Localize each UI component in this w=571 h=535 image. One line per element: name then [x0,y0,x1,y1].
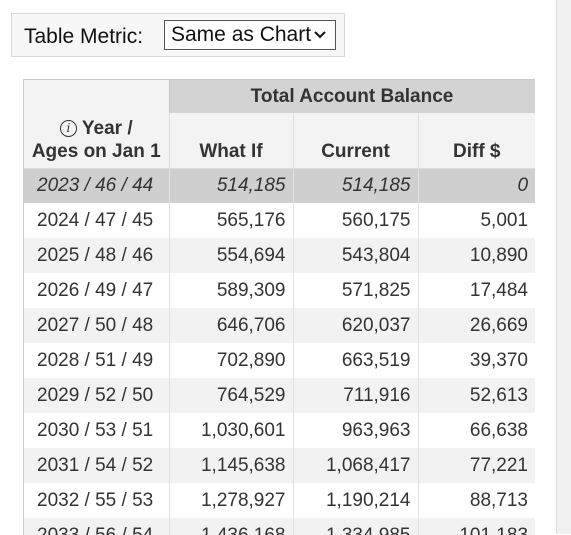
table-row: 2029 / 52 / 50 764,529 711,916 52,613 [24,378,535,413]
what-if-cell: 1,278,927 [168,483,293,518]
diff-cell: 5,001 [417,203,535,238]
diff-cell: 10,890 [417,238,535,273]
table-row: 2028 / 51 / 49 702,890 663,519 39,370 [24,343,535,378]
what-if-cell: 589,309 [168,273,293,308]
diff-cell: 26,669 [417,308,535,343]
table-row: 2025 / 48 / 46 554,694 543,804 10,890 [24,238,535,273]
current-cell: 571,825 [292,273,418,308]
table-row: 2026 / 49 / 47 589,309 571,825 17,484 [24,273,535,308]
balance-table-container[interactable]: i Year / Ages on Jan 1 Total Account Bala… [23,79,535,535]
table-row: 2031 / 54 / 52 1,145,638 1,068,417 77,221 [24,448,535,483]
year-cell: 2024 / 47 / 45 [37,209,154,231]
year-cell: 2027 / 50 / 48 [24,308,169,343]
diff-cell: 77,221 [417,448,535,483]
table-row: 2033 / 56 / 54 1,436,168 1,334,985 101,183 [24,518,535,535]
table-row: 2032 / 55 / 53 1,278,927 1,190,214 88,713 [24,483,535,518]
year-cell: 2029 / 52 / 50 [24,378,169,413]
year-cell: 2028 / 51 / 49 [37,349,154,371]
year-header-line1: Year / [81,117,133,139]
diff-header[interactable]: Diff $ [417,113,535,169]
what-if-header[interactable]: What If [168,113,293,169]
year-cell: 2030 / 53 / 51 [37,419,154,441]
year-cell: 2025 / 48 / 46 [24,238,169,273]
what-if-cell: 1,030,601 [168,413,293,448]
year-cell: 2033 / 56 / 54 [24,518,169,535]
current-cell: 514,185 [292,168,418,203]
scrollbar-track[interactable] [556,0,571,534]
table-row: 2023 / 46 / 44 514,185 514,185 0 [24,168,535,203]
diff-cell: 39,370 [417,343,535,378]
year-ages-header[interactable]: i Year / Ages on Jan 1 [24,80,169,169]
what-if-cell: 514,185 [168,168,293,203]
what-if-cell: 1,145,638 [168,448,293,483]
year-cell: 2026 / 49 / 47 [37,279,154,301]
table-row: 2027 / 50 / 48 646,706 620,037 26,669 [24,308,535,343]
what-if-cell: 554,694 [168,238,293,273]
year-cell: 2032 / 55 / 53 [37,489,154,511]
diff-cell: 52,613 [417,378,535,413]
current-cell: 1,068,417 [292,448,418,483]
year-cell: 2023 / 46 / 44 [24,168,169,203]
current-cell: 1,334,985 [292,518,418,535]
year-cell: 2031 / 54 / 52 [24,448,169,483]
table-row: 2024 / 47 / 45 565,176 560,175 5,001 [24,203,535,238]
current-cell: 620,037 [292,308,418,343]
diff-cell: 66,638 [417,413,535,448]
diff-cell: 0 [417,168,535,203]
info-icon[interactable]: i [59,119,77,137]
year-header-line2: Ages on Jan 1 [31,140,161,162]
current-header[interactable]: Current [292,113,418,169]
current-cell: 963,963 [292,413,418,448]
current-cell: 711,916 [292,378,418,413]
total-account-balance-header: Total Account Balance [168,80,535,113]
what-if-cell: 764,529 [168,378,293,413]
chevron-down-icon [313,21,327,59]
what-if-cell: 565,176 [168,203,293,238]
table-metric-selected-value: Same as Chart [171,23,312,46]
what-if-cell: 702,890 [168,343,293,378]
diff-cell: 88,713 [417,483,535,518]
table-metric-control: Table Metric: Same as Chart [11,13,345,57]
current-cell: 1,190,214 [292,483,418,518]
current-cell: 543,804 [292,238,418,273]
diff-cell: 101,183 [417,518,535,535]
balance-table: i Year / Ages on Jan 1 Total Account Bala… [24,80,535,535]
current-cell: 560,175 [292,203,418,238]
table-metric-select[interactable]: Same as Chart [164,20,336,50]
what-if-cell: 646,706 [168,308,293,343]
table-metric-label: Table Metric: [24,25,144,48]
diff-cell: 17,484 [417,273,535,308]
table-row: 2030 / 53 / 51 1,030,601 963,963 66,638 [24,413,535,448]
what-if-cell: 1,436,168 [168,518,293,535]
current-cell: 663,519 [292,343,418,378]
